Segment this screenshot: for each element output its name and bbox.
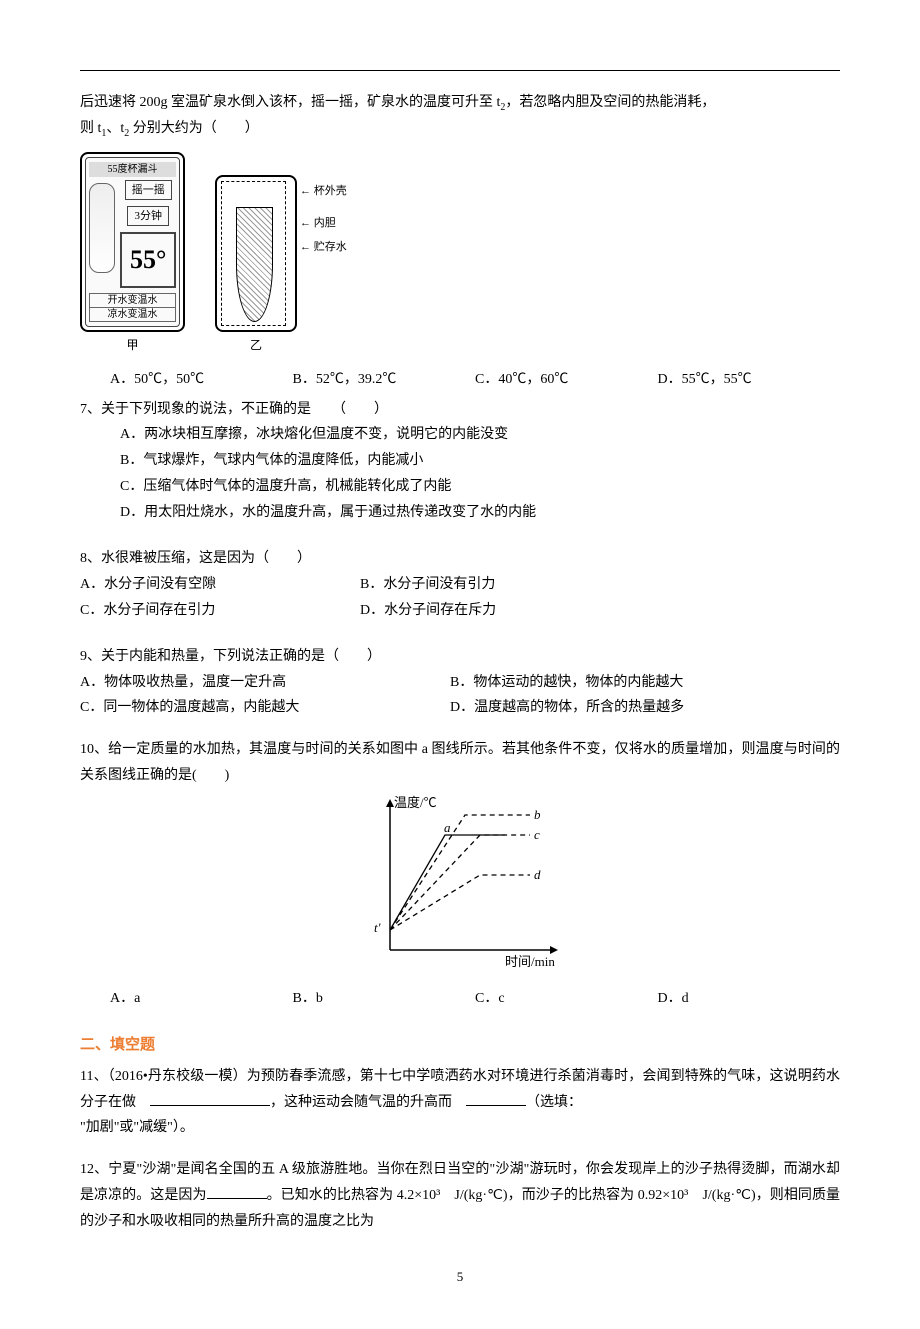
q9-d: D．温度越高的物体，所含的热量越多 bbox=[450, 695, 840, 721]
q6-options: A．50℃，50℃ B．52℃，39.2℃ C．40℃，60℃ D．55℃，55… bbox=[80, 367, 840, 393]
svg-text:a: a bbox=[444, 820, 451, 835]
q8-a: A．水分子间没有空隙 bbox=[80, 572, 360, 598]
fig-box2: 3分钟 bbox=[127, 206, 169, 226]
q10: 10、给一定质量的水加热，其温度与时间的关系如图中 a 图线所示。若其他条件不变… bbox=[80, 737, 840, 1012]
q7-a: A．两冰块相互摩擦，冰块熔化但温度不变，说明它的内能没变 bbox=[80, 422, 840, 448]
fig-caption-yi: 乙 bbox=[215, 334, 297, 356]
fig-caption-jia: 甲 bbox=[80, 334, 185, 356]
fig-title: 55度杯漏斗 bbox=[89, 162, 176, 177]
q10-option-c: C．c bbox=[475, 986, 658, 1012]
q7-stem: 7、关于下列现象的说法，不正确的是 （ ） bbox=[80, 397, 840, 423]
label-water: ← 贮存水 bbox=[300, 237, 347, 257]
text: 分别大约为（ ） bbox=[129, 121, 259, 136]
option-d: D．55℃，55℃ bbox=[658, 367, 841, 393]
svg-text:c: c bbox=[534, 827, 540, 842]
q8: 8、水很难被压缩，这是因为（ ） A．水分子间没有空隙 B．水分子间没有引力 C… bbox=[80, 546, 840, 624]
q11: 11、（2016•丹东校级一模）为预防春季流感，第十七中学喷洒药水对环境进行杀菌… bbox=[80, 1064, 840, 1142]
text: 则 t bbox=[80, 121, 101, 136]
q9-stem: 9、关于内能和热量，下列说法正确的是（ ） bbox=[80, 644, 840, 670]
svg-text:b: b bbox=[534, 807, 541, 822]
option-a: A．50℃，50℃ bbox=[110, 367, 293, 393]
svg-text:时间/min: 时间/min bbox=[505, 954, 555, 969]
q8-stem: 8、水很难被压缩，这是因为（ ） bbox=[80, 546, 840, 572]
q8-b: B．水分子间没有引力 bbox=[360, 572, 840, 598]
q9-c: C．同一物体的温度越高，内能越大 bbox=[80, 695, 450, 721]
figure-yi: ← 杯外壳 ← 内胆 ← 贮存水 乙 bbox=[215, 175, 297, 356]
page-number: 5 bbox=[80, 1265, 840, 1289]
blank bbox=[207, 1185, 267, 1199]
q7-c: C．压缩气体时气体的温度升高，机械能转化成了内能 bbox=[80, 474, 840, 500]
q9: 9、关于内能和热量，下列说法正确的是（ ） A．物体吸收热量，温度一定升高 B．… bbox=[80, 644, 840, 722]
q10-option-b: B．b bbox=[293, 986, 476, 1012]
q8-c: C．水分子间存在引力 bbox=[80, 598, 360, 624]
header-rule bbox=[80, 70, 840, 71]
q10-option-a: A．a bbox=[110, 986, 293, 1012]
label-shell: ← 杯外壳 bbox=[300, 181, 347, 201]
q10-stem: 10、给一定质量的水加热，其温度与时间的关系如图中 a 图线所示。若其他条件不变… bbox=[80, 737, 840, 789]
text: 后迅速将 200g 室温矿泉水倒入该杯，摇一摇，矿泉水的温度可升至 t bbox=[80, 95, 500, 110]
figure-jia: 55度杯漏斗 摇一摇 3分钟 55° 开水变温水 凉水变温水 甲 bbox=[80, 152, 185, 357]
fig-small1: 开水变温水 bbox=[89, 293, 176, 308]
svg-text:t': t' bbox=[374, 920, 381, 935]
q10-chart: 温度/℃ 时间/min t' a bc d bbox=[80, 795, 840, 980]
q11-d: "加剧"或"减缓"）。 bbox=[80, 1120, 194, 1135]
svg-text:d: d bbox=[534, 867, 541, 882]
q10-option-d: D．d bbox=[658, 986, 841, 1012]
q9-a: A．物体吸收热量，温度一定升高 bbox=[80, 670, 450, 696]
option-b: B．52℃，39.2℃ bbox=[293, 367, 476, 393]
q7-b: B．气球爆炸，气球内气体的温度降低，内能减小 bbox=[80, 448, 840, 474]
chart-svg: 温度/℃ 时间/min t' a bc d bbox=[350, 795, 570, 970]
label-inner: ← 内胆 bbox=[300, 213, 336, 233]
text: 、t bbox=[106, 121, 124, 136]
q7-d: D．用太阳灶烧水，水的温度升高，属于通过热传递改变了水的内能 bbox=[80, 500, 840, 526]
fig-box1: 摇一摇 bbox=[125, 180, 172, 200]
section2-header: 二、填空题 bbox=[80, 1032, 840, 1060]
q6-stem-continuation: 后迅速将 200g 室温矿泉水倒入该杯，摇一摇，矿泉水的温度可升至 t2，若忽略… bbox=[80, 90, 840, 142]
blank bbox=[466, 1092, 526, 1106]
q8-d: D．水分子间存在斥力 bbox=[360, 598, 840, 624]
text: ，若忽略内胆及空间的热能消耗， bbox=[505, 95, 715, 110]
q9-b: B．物体运动的越快，物体的内能越大 bbox=[450, 670, 840, 696]
q11-b: ，这种运动会随气温的升高而 bbox=[270, 1095, 466, 1110]
fig-big: 55° bbox=[120, 232, 176, 288]
svg-text:温度/℃: 温度/℃ bbox=[394, 795, 437, 810]
q6-figure-row: 55度杯漏斗 摇一摇 3分钟 55° 开水变温水 凉水变温水 甲 bbox=[80, 152, 840, 357]
fig-small2: 凉水变温水 bbox=[89, 308, 176, 322]
q11-c: （选填： bbox=[526, 1095, 582, 1110]
q12: 12、宁夏"沙湖"是闻名全国的五 A 级旅游胜地。当你在烈日当空的"沙湖"游玩时… bbox=[80, 1157, 840, 1235]
q7: 7、关于下列现象的说法，不正确的是 （ ） A．两冰块相互摩擦，冰块熔化但温度不… bbox=[80, 397, 840, 526]
option-c: C．40℃，60℃ bbox=[475, 367, 658, 393]
blank bbox=[150, 1092, 270, 1106]
